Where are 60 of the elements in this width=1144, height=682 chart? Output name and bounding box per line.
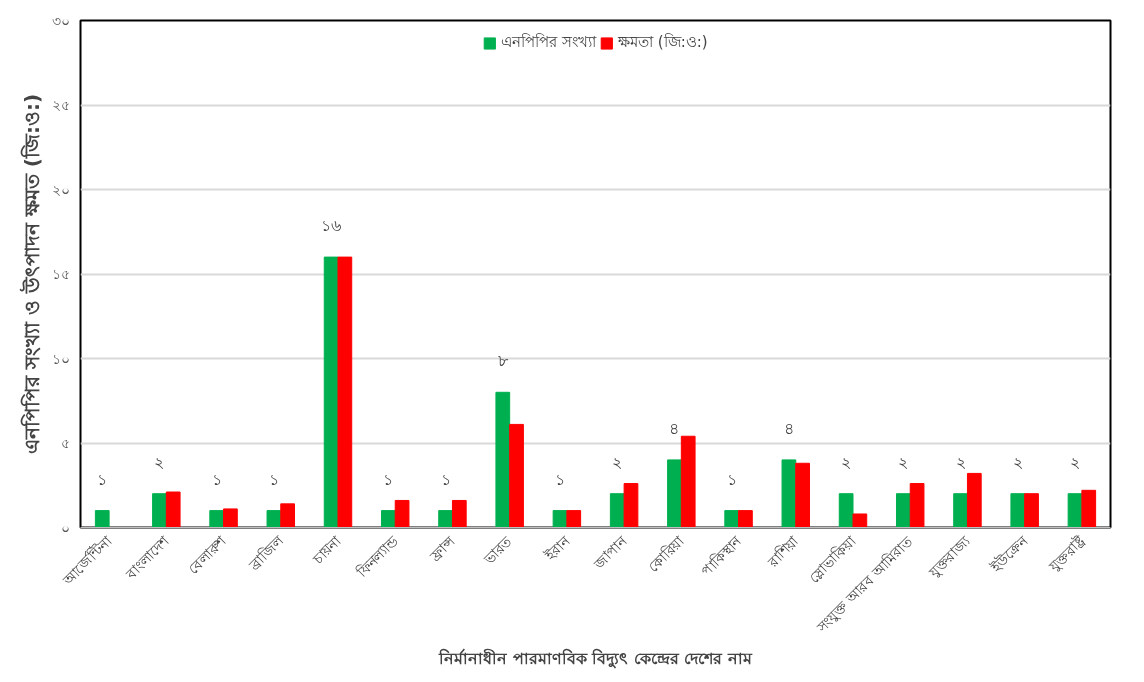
bar bbox=[152, 493, 167, 528]
y-axis-title: এনপিপির সংখ্যা ও উৎপাদন ক্ষমত (জি:ও:) bbox=[18, 93, 44, 455]
legend-label: এনপিপির সংখ্যা bbox=[501, 32, 597, 53]
bar bbox=[1024, 493, 1039, 528]
bar bbox=[680, 435, 696, 528]
data-label: ১ bbox=[440, 469, 451, 489]
bar bbox=[953, 493, 968, 528]
bar bbox=[223, 508, 238, 528]
y-tick-label: ৩০ bbox=[51, 12, 70, 29]
data-label: ২ bbox=[955, 452, 966, 472]
bar bbox=[909, 483, 925, 528]
legend-label: ক্ষমতা (জি:ও:) bbox=[618, 32, 708, 53]
y-tick-label: ৫ bbox=[60, 435, 70, 451]
bar bbox=[781, 459, 797, 528]
bar bbox=[895, 493, 911, 528]
data-label: ১ bbox=[383, 469, 394, 489]
y-tick-label: ১০ bbox=[51, 350, 70, 367]
bar bbox=[495, 391, 511, 528]
y-tick-label: ২৫ bbox=[51, 97, 70, 113]
bar bbox=[623, 483, 639, 528]
bar bbox=[209, 510, 225, 528]
bar bbox=[852, 513, 868, 528]
bar bbox=[838, 493, 854, 528]
bar bbox=[795, 462, 811, 528]
data-label: ১ bbox=[555, 469, 566, 489]
data-label: ১৬ bbox=[321, 216, 342, 236]
bar bbox=[280, 503, 296, 528]
data-label: ১ bbox=[211, 469, 222, 489]
bar bbox=[380, 510, 396, 528]
bar bbox=[394, 499, 410, 528]
y-tick-label: ০ bbox=[60, 519, 70, 536]
data-label: ১ bbox=[97, 469, 108, 489]
data-label: ১ bbox=[268, 469, 279, 489]
bar bbox=[724, 510, 740, 528]
bar bbox=[1081, 489, 1097, 528]
data-label: ১ bbox=[726, 469, 737, 489]
bar bbox=[566, 510, 582, 528]
bar bbox=[667, 459, 682, 528]
y-tick-label: ২০ bbox=[51, 181, 70, 198]
data-label: ২ bbox=[898, 452, 909, 472]
bar bbox=[438, 510, 453, 528]
bar bbox=[966, 472, 982, 528]
x-axis-title: নির্মানাধীন পারমাণবিক বিদ্যুৎ কেন্দ্রের দেশের নাম bbox=[438, 647, 753, 669]
bar bbox=[165, 491, 181, 528]
bar bbox=[266, 510, 282, 528]
data-label: ৪ bbox=[669, 418, 680, 438]
bar bbox=[94, 510, 110, 528]
data-label: ৪ bbox=[783, 418, 794, 438]
data-label: ২ bbox=[1012, 452, 1023, 472]
bar bbox=[451, 499, 467, 528]
data-label: ২ bbox=[841, 452, 852, 472]
data-label: ২ bbox=[154, 452, 165, 472]
data-label: ২ bbox=[1070, 452, 1081, 472]
bar bbox=[337, 256, 353, 528]
y-tick-label: ১৫ bbox=[51, 266, 70, 282]
bar bbox=[1010, 493, 1026, 528]
data-label: ৮ bbox=[497, 351, 509, 371]
bar bbox=[738, 510, 753, 528]
bar bbox=[509, 423, 524, 528]
data-label: ২ bbox=[612, 452, 623, 472]
